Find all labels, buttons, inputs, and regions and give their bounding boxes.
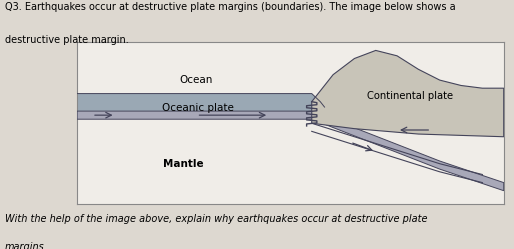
Text: Oceanic plate: Oceanic plate (162, 103, 234, 113)
Polygon shape (77, 94, 324, 111)
Text: destructive plate margin.: destructive plate margin. (5, 35, 129, 45)
Polygon shape (77, 111, 504, 191)
Text: margins.: margins. (5, 242, 48, 249)
Text: Continental plate: Continental plate (367, 91, 453, 101)
Text: With the help of the image above, explain why earthquakes occur at destructive p: With the help of the image above, explai… (5, 214, 428, 224)
Polygon shape (311, 50, 504, 137)
Text: Ocean: Ocean (180, 75, 213, 85)
Text: Q3. Earthquakes occur at destructive plate margins (boundaries). The image below: Q3. Earthquakes occur at destructive pla… (5, 2, 456, 12)
Text: Mantle: Mantle (163, 159, 204, 169)
